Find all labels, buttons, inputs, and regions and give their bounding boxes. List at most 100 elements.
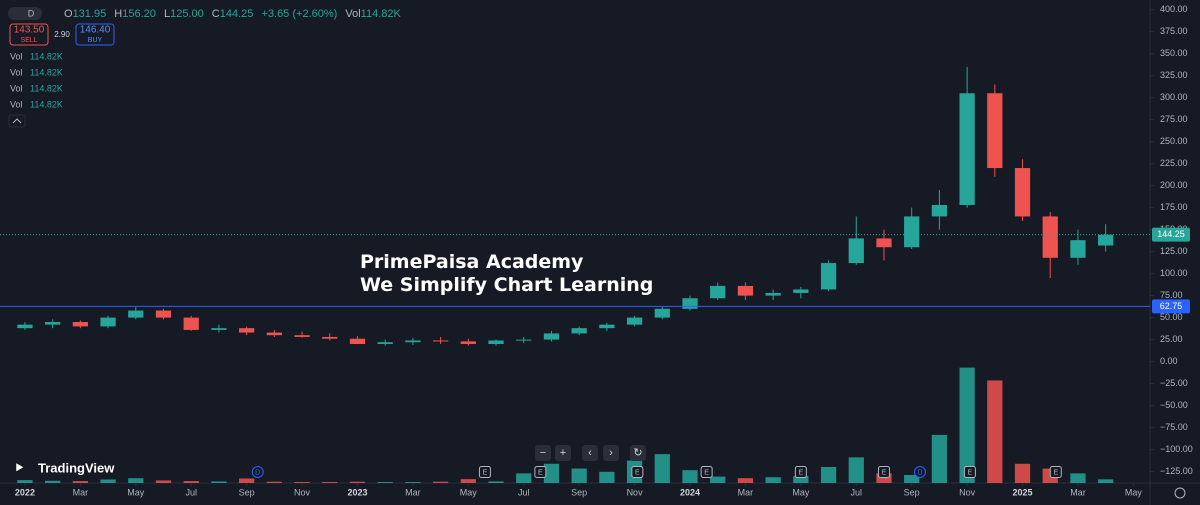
price-badge-label: 144.25 [1157, 229, 1185, 239]
toolbar-button[interactable] [630, 445, 646, 461]
toolbar-icon: › [609, 447, 613, 459]
ohlc-label: L [164, 8, 170, 20]
y-tick-label: 225.00 [1160, 158, 1188, 168]
x-tick-label: Mar [738, 487, 754, 497]
price-badge-label: 62.75 [1160, 301, 1183, 311]
volume-bar [599, 471, 615, 483]
y-tick-label: 125.00 [1160, 246, 1188, 256]
event-label: E [483, 469, 488, 476]
x-tick-label: Jul [851, 487, 863, 497]
volume-bar [128, 478, 144, 483]
y-tick-label: 325.00 [1160, 70, 1188, 80]
sell-button[interactable] [9, 23, 49, 46]
indicator-name: Vol [10, 99, 23, 109]
event-label: D [255, 469, 260, 476]
y-tick-label: −100.00 [1160, 444, 1193, 454]
candle-body [765, 292, 781, 296]
indicator-value: 114.82K [30, 99, 63, 109]
ohlc-value: 125.00 [170, 8, 204, 20]
change: +3.65 (+2.60%) [261, 8, 337, 20]
candle-body [654, 308, 670, 318]
candle-body [183, 317, 199, 330]
candle-body [626, 317, 643, 325]
event-label: E [882, 469, 887, 476]
toolbar-button[interactable] [555, 445, 571, 461]
toolbar-icon: − [540, 447, 546, 459]
x-tick-label: Nov [294, 487, 311, 497]
toolbar-button[interactable] [535, 445, 551, 461]
candle-body [543, 333, 560, 340]
volume-bar [183, 481, 199, 483]
event-marker [631, 466, 644, 478]
volume-bar [322, 482, 338, 483]
toolbar-button[interactable] [582, 445, 598, 461]
volume-bar [460, 479, 476, 483]
ohlc-label: C [212, 8, 220, 20]
price-badge [1152, 227, 1190, 242]
indicator-value: 114.82K [30, 51, 63, 61]
x-tick-label: Jul [185, 487, 197, 497]
volume-bar [848, 457, 864, 483]
volume-bar [904, 474, 920, 483]
volume-bar [211, 481, 227, 483]
collapse-icon [12, 118, 22, 124]
buy-button[interactable] [75, 23, 115, 46]
ohlc-label: H [114, 8, 122, 20]
x-tick-label: 2024 [680, 487, 700, 497]
candle-body [710, 285, 726, 299]
x-tick-label: May [127, 487, 145, 497]
x-tick-label: Sep [239, 487, 255, 497]
volume-bar [239, 478, 255, 483]
settings-icon[interactable] [1174, 487, 1186, 499]
y-tick-label: −25.00 [1160, 378, 1188, 388]
watermark-line: PrimePaisa Academy [360, 251, 584, 273]
volume-bar [1014, 463, 1031, 483]
volume-bar [266, 481, 282, 483]
volume-bar [682, 470, 698, 483]
toolbar-icon: + [560, 447, 566, 459]
symbol-badge: D [28, 8, 35, 18]
price-badge [1152, 299, 1190, 314]
x-tick-label: May [460, 487, 478, 497]
candle-body [682, 298, 698, 309]
x-tick-label: 2023 [347, 487, 367, 497]
indicator-name: Vol [10, 67, 23, 77]
volume-bar [654, 454, 670, 483]
x-tick-label: 2025 [1013, 487, 1033, 497]
ohlc-label: O [64, 8, 73, 20]
x-tick-label: Nov [627, 487, 644, 497]
y-tick-label: −125.00 [1160, 466, 1193, 476]
symbol-pill[interactable] [8, 7, 42, 20]
event-label: E [968, 469, 973, 476]
x-tick-label: Mar [73, 487, 89, 497]
candle-body [1070, 240, 1086, 258]
x-tick-label: Jul [518, 487, 530, 497]
event-label: E [1053, 469, 1058, 476]
candle-body [266, 332, 282, 336]
y-tick-label: 0.00 [1160, 356, 1178, 366]
y-tick-label: 200.00 [1160, 180, 1188, 190]
volume-bar [793, 475, 809, 483]
candle-body [848, 238, 864, 264]
candle-body [100, 317, 116, 327]
candle-body [820, 263, 837, 290]
volume-bar [72, 481, 88, 483]
candle-body [377, 342, 393, 344]
toolbar-button[interactable] [603, 445, 619, 461]
volume-bar [294, 482, 310, 483]
event-marker [700, 466, 713, 478]
event-marker [877, 466, 890, 478]
candle-body [904, 216, 920, 248]
event-marker [794, 466, 807, 478]
collapse-button[interactable] [8, 114, 26, 128]
candle-body [211, 328, 227, 330]
buy-label: BUY [88, 37, 103, 44]
candle-body [931, 204, 948, 217]
y-tick-label: 350.00 [1160, 48, 1188, 58]
x-tick-label: Mar [405, 487, 421, 497]
candle-body [72, 322, 88, 327]
sell-price: 143.50 [14, 25, 45, 36]
watermark-line: We Simplify Chart Learning [360, 274, 653, 296]
x-tick-label: Sep [571, 487, 587, 497]
